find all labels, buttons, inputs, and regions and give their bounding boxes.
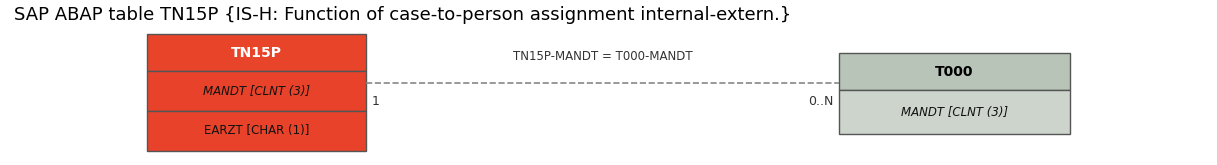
FancyBboxPatch shape (147, 71, 365, 111)
FancyBboxPatch shape (147, 111, 365, 151)
Text: 1: 1 (371, 96, 380, 108)
FancyBboxPatch shape (840, 53, 1070, 90)
Text: MANDT [CLNT (3)]: MANDT [CLNT (3)] (203, 85, 310, 98)
Text: TN15P: TN15P (231, 46, 282, 60)
FancyBboxPatch shape (840, 90, 1070, 134)
Text: EARZT [CHAR (1)]: EARZT [CHAR (1)] (203, 124, 309, 137)
Text: T000: T000 (936, 65, 974, 79)
Text: 0..N: 0..N (808, 96, 834, 108)
FancyBboxPatch shape (147, 34, 365, 71)
Text: SAP ABAP table TN15P {IS-H: Function of case-to-person assignment internal-exter: SAP ABAP table TN15P {IS-H: Function of … (13, 6, 791, 24)
Text: MANDT [CLNT (3)]: MANDT [CLNT (3)] (901, 106, 1008, 119)
Text: TN15P-MANDT = T000-MANDT: TN15P-MANDT = T000-MANDT (512, 50, 692, 63)
